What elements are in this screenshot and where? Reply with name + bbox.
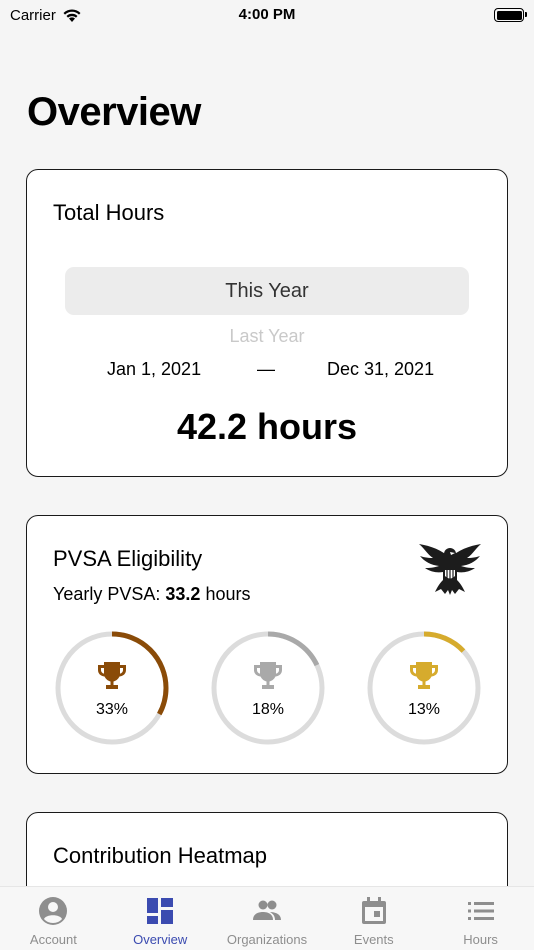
pvsa-yearly-label: Yearly PVSA: xyxy=(53,584,166,604)
tab-overview-label: Overview xyxy=(133,932,188,947)
gold-percent: 13% xyxy=(407,701,441,718)
silver-award-ring: 18% xyxy=(209,629,327,747)
tab-overview[interactable]: Overview xyxy=(107,887,214,950)
eagle-seal-icon xyxy=(419,544,481,595)
tab-hours-label: Hours xyxy=(463,932,498,947)
end-date: Dec 31, 2021 xyxy=(327,359,435,379)
page-title: Overview xyxy=(27,90,201,134)
pvsa-title: PVSA Eligibility xyxy=(53,546,203,571)
people-icon xyxy=(252,900,281,920)
account-icon xyxy=(39,897,68,925)
status-left: Carrier xyxy=(10,7,82,24)
pvsa-yearly-value: 33.2 xyxy=(165,584,201,604)
tab-organizations[interactable]: Organizations xyxy=(214,887,321,950)
tab-events-label: Events xyxy=(353,932,394,947)
tab-organizations-label: Organizations xyxy=(226,932,308,947)
pvsa-yearly-unit: hours xyxy=(200,584,251,604)
heatmap-title: Contribution Heatmap xyxy=(53,843,268,868)
start-date: Jan 1, 2021 xyxy=(107,359,202,379)
gold-progress-ring xyxy=(367,631,481,745)
bronze-trophy-icon xyxy=(98,662,126,689)
total-hours-value: 42.2 hours xyxy=(176,406,358,447)
tab-account-label: Account xyxy=(29,932,77,947)
calendar-icon xyxy=(361,897,386,924)
silver-trophy-icon xyxy=(254,662,282,689)
pvsa-yearly: Yearly PVSA: 33.2 hours xyxy=(53,584,250,605)
silver-percent: 18% xyxy=(251,701,285,718)
list-icon xyxy=(467,902,494,920)
bronze-award-ring: 33% xyxy=(53,629,171,747)
total-hours-title: Total Hours xyxy=(53,200,165,225)
bronze-progress-ring xyxy=(55,631,169,745)
tab-events[interactable]: Events xyxy=(320,887,427,950)
total-hours-card: Total Hours This Year Last Year Jan 1, 2… xyxy=(26,169,508,477)
status-bar: Carrier xyxy=(0,0,534,30)
tab-hours[interactable]: Hours xyxy=(427,887,534,950)
gold-trophy-icon xyxy=(410,662,438,689)
wifi-icon xyxy=(63,8,81,22)
tab-account[interactable]: Account xyxy=(0,887,107,950)
carrier-label: Carrier xyxy=(10,6,56,24)
silver-progress-ring xyxy=(211,631,325,745)
date-separator: — xyxy=(257,359,275,379)
period-picker-option[interactable]: Last Year xyxy=(229,326,305,344)
dashboard-icon xyxy=(147,898,174,924)
battery-icon xyxy=(494,8,527,22)
pvsa-card: PVSA Eligibility Yearly PVSA: 33.2 hours… xyxy=(26,515,508,774)
bronze-percent: 33% xyxy=(95,701,129,718)
period-picker-selected[interactable]: This Year xyxy=(65,267,469,315)
tab-bar: Account Overview Organizations Events xyxy=(0,886,534,950)
gold-award-ring: 13% xyxy=(365,629,483,747)
